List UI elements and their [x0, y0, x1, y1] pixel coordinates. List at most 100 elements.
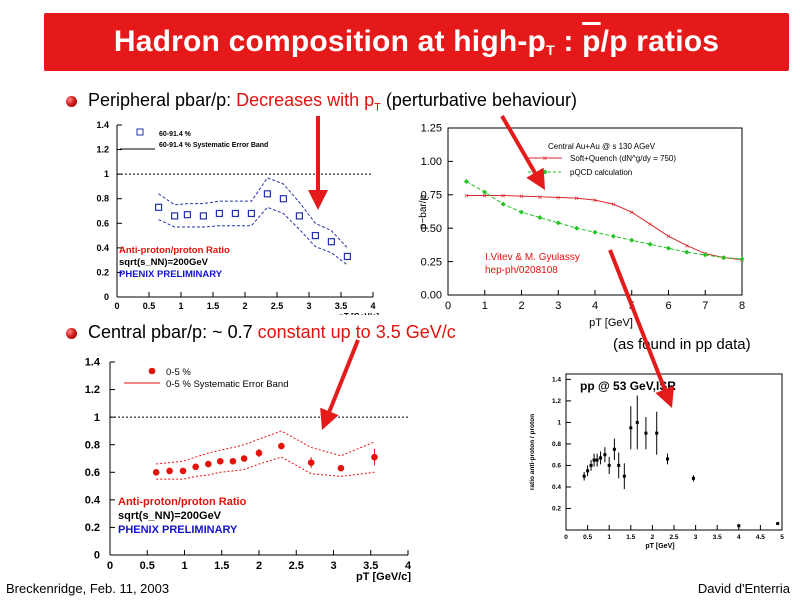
series-point: ×: [464, 191, 469, 200]
title-subscript: T: [546, 42, 555, 58]
band-low-line: [158, 206, 348, 266]
series-point: ×: [574, 194, 579, 203]
x-tick-label: 2: [651, 534, 655, 541]
x-tick-label: 3: [306, 301, 311, 311]
legend-label: pQCD calculation: [570, 168, 632, 177]
data-point: [371, 453, 378, 461]
data-point: [192, 463, 199, 471]
x-tick-label: 3.5: [335, 301, 348, 311]
x-tick-label: 1: [607, 534, 611, 541]
x-tick-label: 2.5: [271, 301, 284, 311]
y-tick-label: 0: [94, 550, 100, 562]
x-tick-label: 2.5: [289, 560, 304, 572]
y-tick-label: 1.2: [96, 145, 109, 155]
band-low-line: [156, 456, 375, 480]
chart-text: sqrt(s_NN)=200GeV: [119, 257, 209, 268]
y-tick-label: 1.4: [552, 377, 561, 384]
bullet-central: Central pbar/p: ~ 0.7 constant up to 3.5…: [88, 322, 456, 343]
arrow-head: [655, 385, 675, 408]
series-point: [666, 245, 671, 251]
data-point: [263, 190, 271, 198]
x-tick-label: 0: [564, 534, 568, 541]
chart-text-red: Anti-proton/proton Ratio: [118, 496, 247, 508]
x-tick-label: 2: [518, 300, 524, 312]
data-point: [629, 426, 633, 430]
y-tick-label: 0.8: [85, 439, 100, 451]
bullet-peripheral-red-sub: T: [374, 101, 381, 114]
x-tick-label: 0: [107, 560, 113, 572]
arrow-head: [308, 190, 328, 210]
x-tick-label: 2: [242, 301, 247, 311]
x-tick-label: 3: [330, 560, 336, 572]
bullet-peripheral-red: Decreases with pT: [236, 90, 381, 114]
legend-label: 60-91.4 %: [159, 131, 192, 138]
y-tick-label: 0.4: [96, 243, 109, 253]
x-tick-label: 5: [780, 534, 784, 541]
series-point: [739, 256, 745, 262]
series-point: [684, 249, 690, 255]
y-tick-label: 0.8: [552, 441, 561, 448]
chart-theory: 0123456780.000.250.500.751.001.25×××××××…: [418, 123, 745, 329]
legend-marker: ×: [543, 154, 548, 163]
data-point: [295, 212, 303, 220]
arrow-shaft: [500, 114, 537, 174]
y-tick-label: 1.4: [96, 120, 109, 130]
chart-text-red: Anti-proton/proton Ratio: [119, 245, 230, 256]
legend-label: 0-5 % Systematic Error Band: [166, 379, 289, 390]
y-tick-label: 0.2: [552, 506, 561, 513]
y-tick-label: 1: [94, 412, 100, 424]
x-axis-label: pT [GeV]: [645, 543, 674, 550]
bullet-central-label: Central pbar/p: ~ 0.7: [88, 322, 258, 342]
x-tick-label: 4: [592, 300, 598, 312]
x-tick-label: 4: [370, 301, 375, 311]
series-point: ×: [593, 196, 598, 205]
y-tick-label: 0.4: [85, 495, 101, 507]
data-point: [278, 442, 285, 450]
x-tick-label: 4: [737, 534, 741, 541]
slide-title: Hadron composition at high-pT : p/p rati…: [44, 13, 789, 71]
y-tick-label: 0.8: [96, 194, 109, 204]
chart-peripheral: 0 0.5 1 1.5 2 2.5 3 3.5 4 0 0.2 0.4 0.6 0.8 1 1.2 1.4 60-…: [96, 120, 379, 315]
bullet-peripheral: Peripheral pbar/p: Decreases with pT (pe…: [88, 90, 577, 114]
x-tick-label: 1: [482, 300, 488, 312]
x-tick-label: 3: [555, 300, 561, 312]
x-tick-label: 4: [405, 560, 412, 572]
series-point: [500, 201, 506, 207]
series-point: [702, 252, 708, 258]
legend-label: 60-91.4 % Systematic Error Band: [159, 142, 268, 149]
y-tick-label: 1: [557, 420, 561, 427]
y-tick-label: 0.6: [96, 218, 109, 228]
x-axis-label: pT [GeV]: [589, 317, 633, 329]
chart-text: sqrt(s_NN)=200GeV: [118, 510, 222, 522]
series-point: ×: [538, 193, 543, 202]
title-bar: Hadron composition at high-pT : p/p rati…: [44, 13, 789, 71]
y-tick-label: 0.2: [96, 267, 109, 277]
legend-title: Central Au+Au @ s 130 AGeV: [548, 142, 656, 151]
data-point: [199, 212, 208, 220]
legend-label: Soft+Quench (dN^g/dy = 750): [570, 154, 676, 163]
series-point: [519, 209, 524, 215]
data-point: [231, 209, 239, 218]
x-tick-label: 0.5: [143, 301, 156, 311]
x-tick-label: 0.5: [583, 534, 592, 541]
series-point: ×: [611, 200, 616, 209]
series-point: [463, 178, 469, 184]
y-axis-label: ratio anti-proton / proton: [529, 414, 536, 490]
legend-label: 0-5 %: [166, 367, 191, 378]
data-point: [343, 252, 351, 261]
title-pbar: p: [582, 25, 601, 58]
data-point: [215, 209, 223, 218]
series-point: ×: [648, 220, 653, 229]
data-point: [635, 420, 639, 424]
arrow-shaft: [327, 339, 360, 413]
x-tick-label: 2: [256, 560, 262, 572]
series-line: [466, 181, 743, 260]
data-point: [183, 211, 192, 219]
chart-text-blue: PHENIX PRELIMINARY: [118, 524, 238, 536]
data-point: [603, 453, 607, 457]
data-point: [607, 463, 611, 467]
y-axis-label: p−bar/p: [418, 194, 429, 229]
data-point: [311, 231, 319, 240]
y-tick-label: 1.2: [85, 384, 100, 396]
data-point: [279, 195, 287, 203]
